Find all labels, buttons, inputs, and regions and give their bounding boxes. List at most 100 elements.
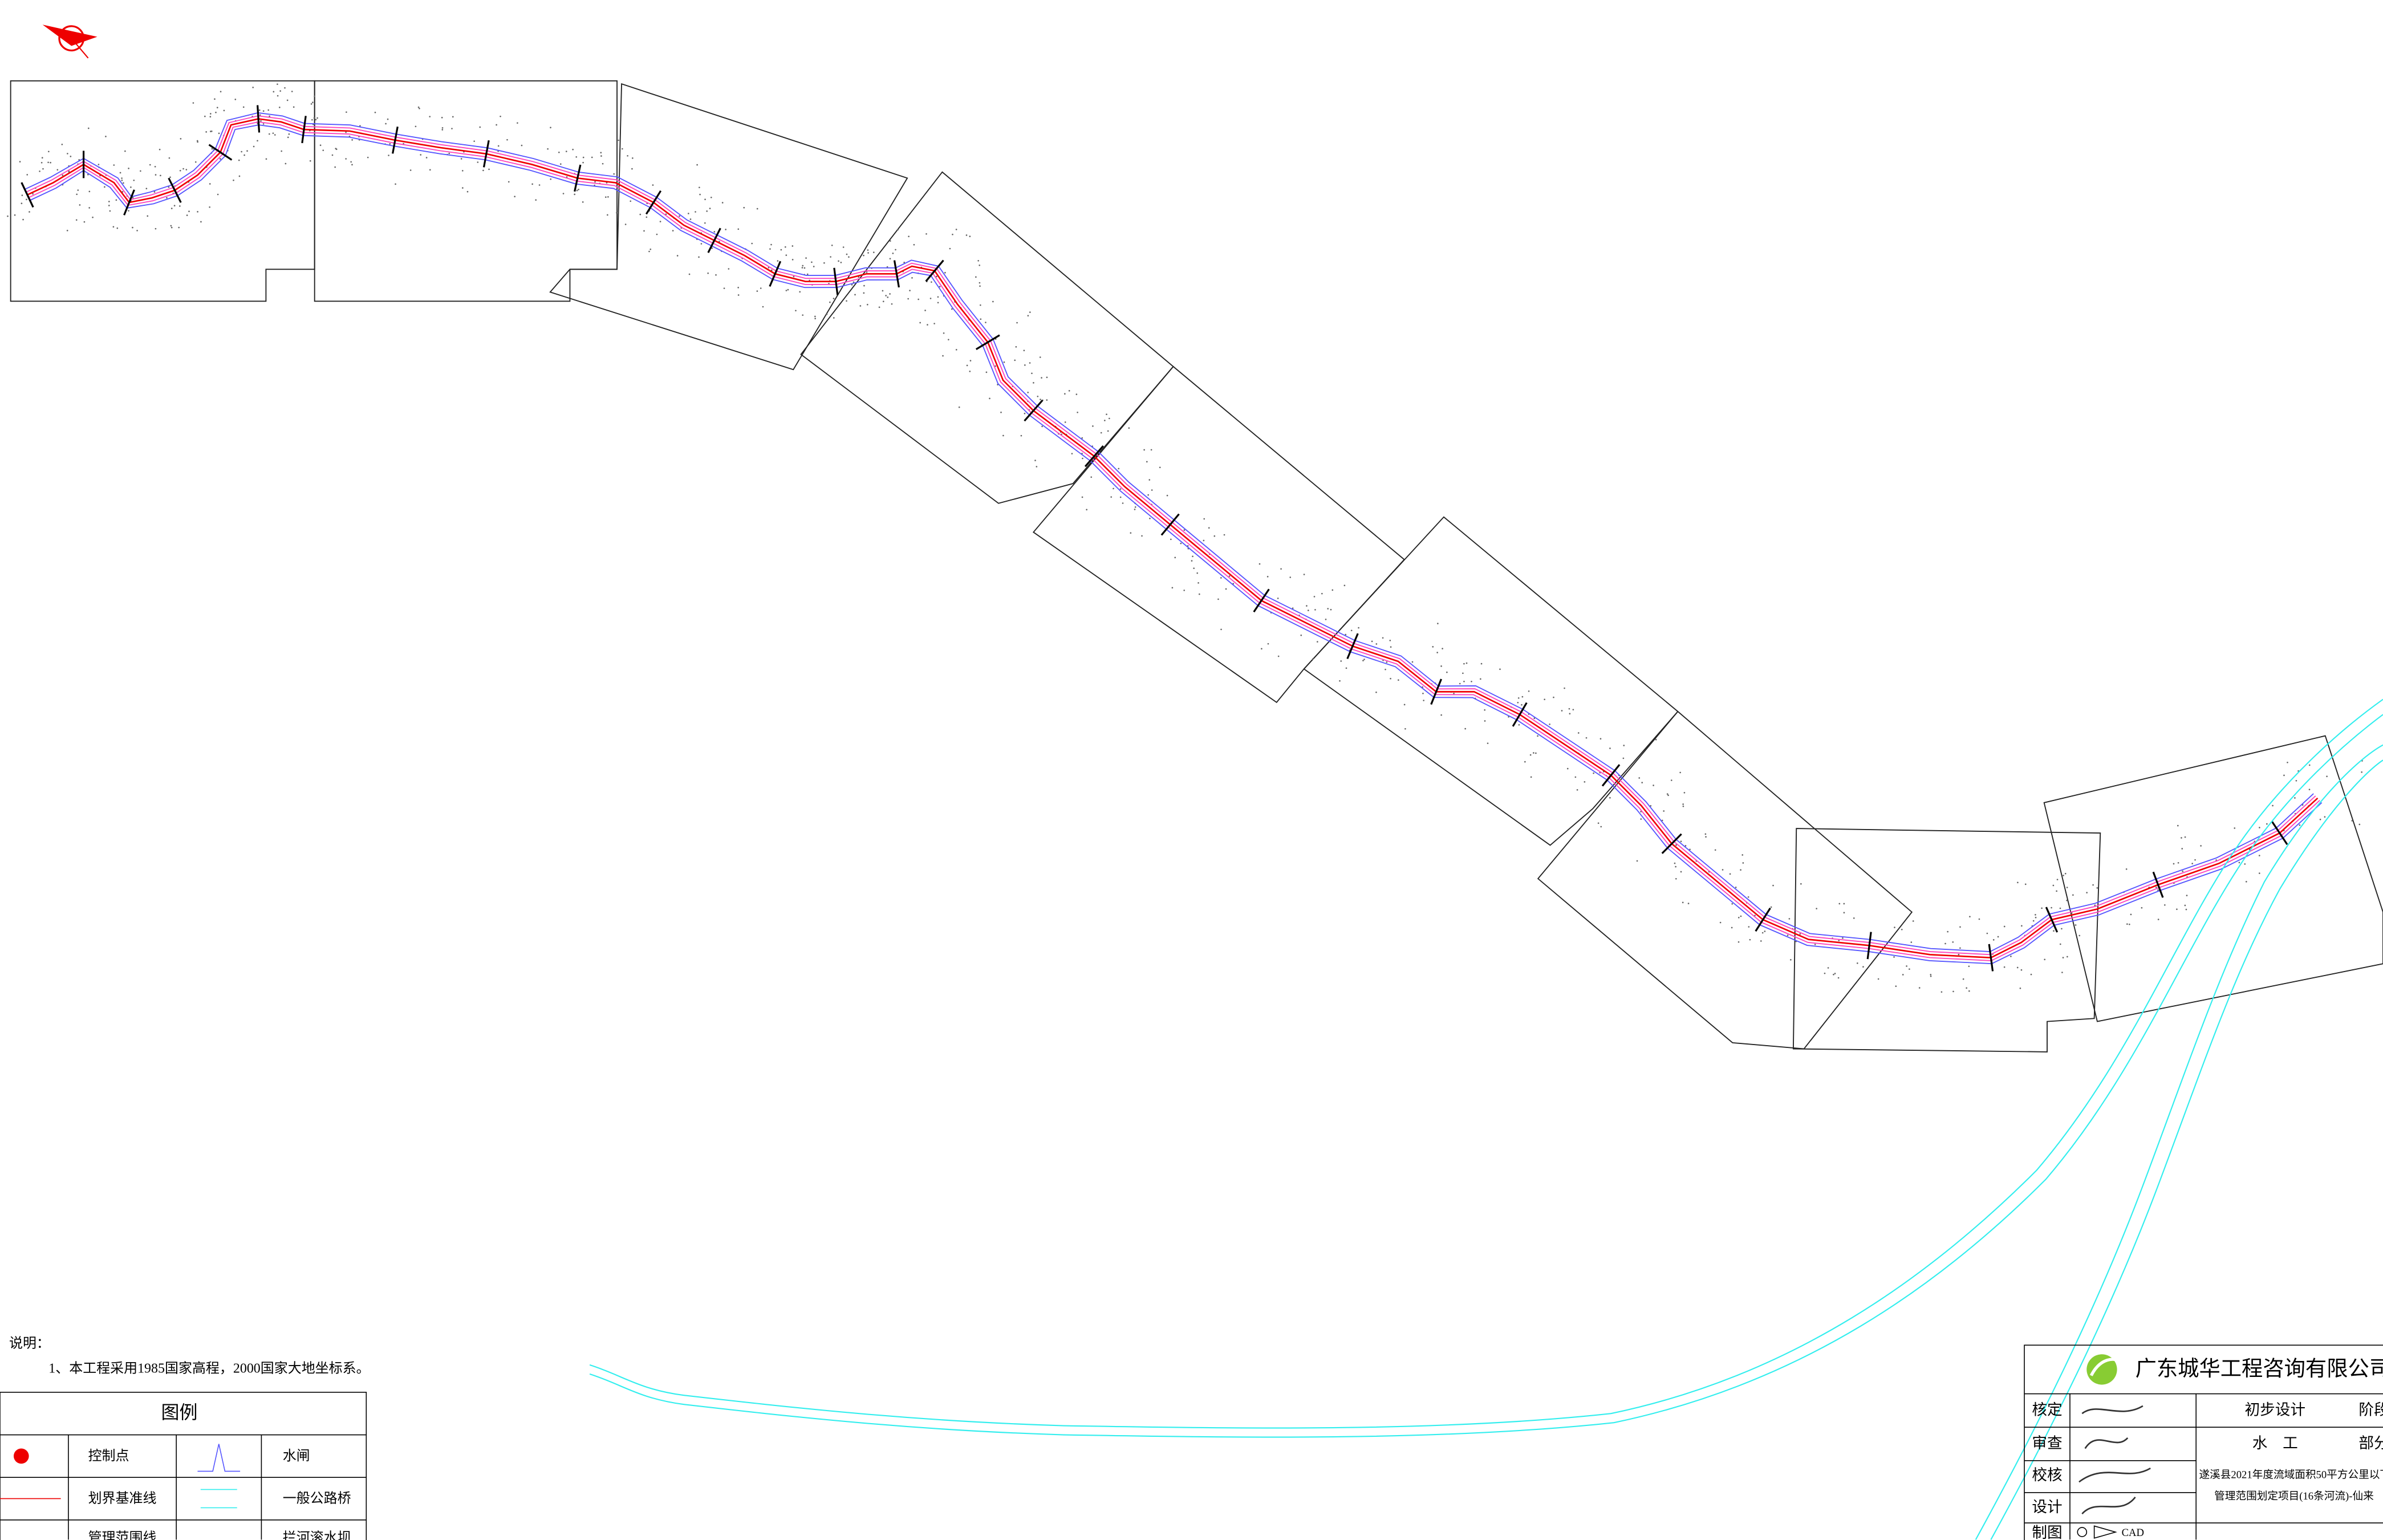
tb-label: 核定 [2032, 1401, 2062, 1419]
terrain-point [387, 118, 389, 120]
terrain-point [785, 290, 787, 291]
terrain-point [698, 256, 700, 258]
terrain-point [659, 221, 661, 222]
terrain-point [497, 145, 500, 147]
terrain-point [1363, 659, 1365, 660]
terrain-point [616, 212, 618, 214]
cross-section [645, 190, 662, 215]
terrain-point [246, 150, 248, 152]
cross-section [1253, 588, 1270, 613]
terrain-point [709, 208, 711, 209]
terrain-point [955, 349, 957, 351]
terrain-point [2200, 845, 2202, 847]
terrain-point [2052, 884, 2055, 887]
terrain-point [1362, 660, 1364, 661]
terrain-point [147, 215, 149, 217]
terrain-point [215, 111, 217, 113]
terrain-point [1119, 488, 1122, 490]
sheet-frames [10, 80, 2383, 1053]
cross-section [301, 116, 307, 144]
terrain-point [1729, 873, 1731, 875]
terrain-point [351, 139, 353, 141]
terrain-point [1684, 845, 1687, 847]
terrain-point [780, 249, 782, 251]
terrain-point [889, 258, 891, 260]
terrain-point [2067, 956, 2068, 958]
tb-label: 设计 [2032, 1498, 2062, 1516]
terrain-point [119, 172, 121, 174]
terrain-point [395, 183, 396, 185]
terrain-point [315, 119, 317, 121]
terrain-point [517, 122, 518, 124]
terrain-point [170, 208, 173, 209]
terrain-point [907, 298, 909, 300]
terrain-point [799, 291, 801, 293]
terrain-point [1027, 315, 1029, 317]
cross-section [2152, 871, 2164, 898]
terrain-point [1183, 590, 1186, 591]
terrain-point [14, 214, 16, 216]
terrain-point [606, 214, 608, 216]
terrain-point [1280, 568, 1282, 570]
terrain-point [866, 303, 868, 306]
terrain-point [153, 191, 156, 193]
terrain-point [851, 284, 853, 286]
terrain-point [1517, 701, 1519, 704]
terrain-point [969, 235, 971, 237]
terrain-point [1521, 704, 1523, 706]
terrain-point [170, 226, 173, 229]
terrain-point [2272, 804, 2274, 807]
terrain-point [1577, 732, 1580, 734]
terrain-point [2064, 872, 2067, 875]
terrain-point [2063, 875, 2064, 876]
terrain-point [419, 107, 420, 109]
terrain-point [359, 125, 361, 127]
terrain-point [1827, 967, 1829, 969]
terrain-point [2244, 863, 2246, 865]
terrain-point [420, 154, 422, 156]
terrain-point [2016, 966, 2019, 969]
terrain-point [385, 123, 387, 125]
terrain-point [50, 161, 51, 164]
terrain-point [112, 226, 115, 228]
terrain-point [2245, 881, 2247, 883]
terrain-point [648, 250, 650, 253]
terrain-point [1092, 425, 1094, 427]
terrain-point [87, 173, 89, 176]
terrain-point [22, 218, 24, 221]
terrain-point [145, 188, 148, 190]
terrain-point [39, 170, 40, 172]
terrain-point [1002, 434, 1004, 437]
terrain-point [309, 160, 311, 162]
terrain-point [707, 272, 709, 274]
terrain-point [278, 107, 281, 108]
terrain-point [1148, 479, 1151, 481]
terrain-point [1893, 956, 1895, 958]
terrain-point [367, 156, 369, 159]
terrain-point [452, 116, 454, 118]
terrain-point [2044, 958, 2046, 961]
tb-label: 制图 [2032, 1524, 2062, 1540]
legend-label: 拦河滚水坝 [283, 1530, 351, 1540]
cross-section [168, 177, 182, 203]
terrain-point [238, 175, 241, 177]
terrain-point [1947, 930, 1948, 933]
terrain-point [1533, 752, 1534, 754]
terrain-point [1422, 692, 1424, 694]
terrain-point [2308, 789, 2311, 791]
terrain-point [1640, 818, 1642, 820]
terrain-point [70, 156, 72, 157]
terrain-point [1609, 747, 1611, 749]
terrain-point [1902, 974, 1904, 976]
terrain-point [605, 196, 607, 198]
terrain-point [1203, 518, 1205, 520]
terrain-point [885, 295, 887, 296]
terrain-point [1103, 420, 1106, 421]
terrain-point [1023, 350, 1025, 352]
terrain-point [1041, 377, 1042, 379]
terrain-point [281, 150, 283, 152]
cross-section [2045, 907, 2059, 933]
terrain-point [777, 260, 779, 262]
terrain-point [933, 323, 935, 324]
